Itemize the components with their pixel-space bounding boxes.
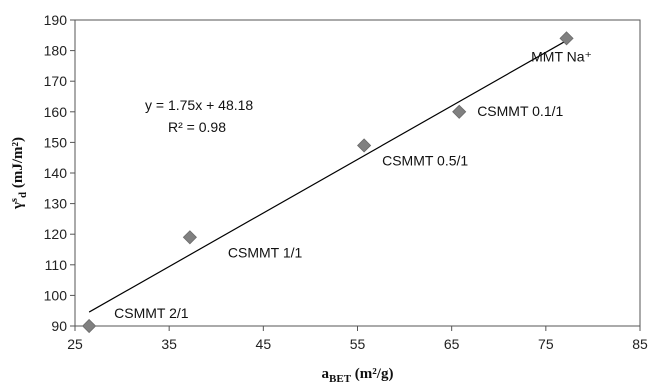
y-tick-label: 130 bbox=[44, 196, 68, 212]
x-tick-label: 55 bbox=[350, 336, 366, 352]
point-label: CSMMT 2/1 bbox=[114, 305, 189, 321]
trendline bbox=[88, 40, 567, 313]
plot-area: 90 100 110 120 130 140 150 160 170 180 190 25 35 45 55… bbox=[9, 12, 648, 385]
equation-label: y = 1.75x + 48.18 bbox=[145, 97, 253, 113]
y-tick-label: 140 bbox=[44, 165, 68, 181]
y-tick-label: 90 bbox=[51, 318, 67, 334]
point-label: CSMMT 0.1/1 bbox=[477, 103, 563, 119]
data-point bbox=[82, 318, 97, 334]
point-label: MMT Na⁺ bbox=[531, 48, 592, 64]
x-tick-label: 25 bbox=[67, 336, 83, 352]
y-tick-label: 170 bbox=[44, 73, 68, 89]
x-tick-label: 45 bbox=[256, 336, 272, 352]
data-point bbox=[452, 104, 467, 119]
x-tick-label: 35 bbox=[161, 336, 177, 352]
y-axis-title: γsd (mJ/m²) bbox=[9, 137, 29, 210]
y-tick-label: 180 bbox=[44, 43, 68, 59]
data-point bbox=[182, 230, 197, 245]
x-tick-label: 65 bbox=[444, 336, 460, 352]
point-label: CSMMT 1/1 bbox=[228, 244, 303, 260]
x-axis-title: aBET (m²/g) bbox=[322, 366, 394, 385]
y-tick-label: 110 bbox=[45, 257, 68, 273]
r-squared-label: R² = 0.98 bbox=[168, 119, 226, 135]
y-tick-label: 120 bbox=[44, 226, 68, 242]
data-point bbox=[357, 138, 372, 153]
x-tick-label: 85 bbox=[632, 336, 648, 352]
x-tick-label: 75 bbox=[538, 336, 554, 352]
plot-frame bbox=[74, 19, 641, 327]
y-tick-label: 160 bbox=[44, 104, 68, 120]
y-tick-label: 150 bbox=[44, 134, 68, 150]
y-tick-label: 100 bbox=[44, 287, 68, 303]
point-label: CSMMT 0.5/1 bbox=[382, 152, 468, 168]
data-point bbox=[559, 31, 574, 46]
y-tick-label: 190 bbox=[44, 12, 68, 28]
